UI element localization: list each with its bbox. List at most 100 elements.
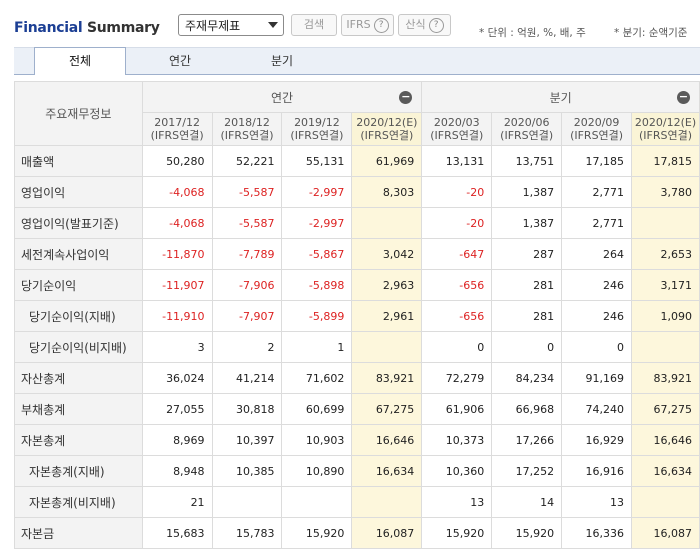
period-header: 2018/12 (IFRS연결) — [211, 112, 283, 146]
tab-all[interactable]: 전체 — [34, 47, 126, 75]
table-cell: 21 — [141, 486, 213, 518]
table-cell: -5,898 — [281, 269, 353, 301]
period-label: 2020/03 — [433, 116, 480, 129]
statement-type-select[interactable]: 주재무제표 — [178, 14, 284, 36]
table-cell: 2,771 — [561, 176, 633, 208]
tab-quarter[interactable]: 분기 — [270, 54, 294, 68]
table-cell: -4,068 — [141, 176, 213, 208]
period-basis: (IFRS연결) — [360, 129, 414, 142]
table-cell — [351, 207, 423, 239]
table-cell: 281 — [491, 269, 563, 301]
table-cell — [631, 207, 700, 239]
table-cell: 0 — [491, 331, 563, 363]
row-label: 자본총계(지배) — [14, 455, 143, 487]
quarter-group-header: 분기 − — [421, 81, 700, 113]
table-cell: 36,024 — [141, 362, 213, 394]
table-cell: 13 — [421, 486, 493, 518]
table-cell: 10,890 — [281, 455, 353, 487]
table-row: 부채총계 27,055 30,818 60,699 67,275 61,906 66,968… — [14, 393, 700, 425]
table-cell: 281 — [491, 300, 563, 332]
table-row: 자본총계(지배) 8,948 10,385 10,890 16,634 10,360 17,… — [14, 455, 700, 487]
period-header: 2020/06 (IFRS연결) — [491, 112, 563, 146]
table-cell: 2,961 — [351, 300, 423, 332]
period-header: 2019/12 (IFRS연결) — [281, 112, 353, 146]
table-cell: 16,087 — [351, 517, 423, 549]
table-cell: 1,090 — [631, 300, 700, 332]
period-header: 2017/12 (IFRS연결) — [141, 112, 213, 146]
period-header: 2020/09 (IFRS연결) — [561, 112, 633, 146]
table-cell: -5,587 — [211, 207, 283, 239]
period-label: 2017/12 — [154, 116, 200, 129]
ifrs-help-button[interactable]: IFRS? — [341, 14, 394, 36]
table-cell: 15,920 — [421, 517, 493, 549]
table-cell — [631, 331, 700, 363]
table-cell: 287 — [491, 238, 563, 270]
section-title: Financial Summary — [14, 20, 160, 36]
table-cell: 10,385 — [211, 455, 283, 487]
period-header: 2020/03 (IFRS연결) — [421, 112, 493, 146]
collapse-icon[interactable]: − — [677, 90, 690, 104]
table-row: 자본총계 8,969 10,397 10,903 16,646 10,373 17,266 1… — [14, 424, 700, 456]
table-cell: 74,240 — [561, 393, 633, 425]
table-cell: -20 — [421, 207, 493, 239]
table-cell: 30,818 — [211, 393, 283, 425]
table-cell — [211, 486, 283, 518]
table-row: 세전계속사업이익 -11,870 -7,789 -5,867 3,042 -647 287 2… — [14, 238, 700, 270]
search-button[interactable]: 검색 — [291, 14, 337, 36]
table-cell: 17,252 — [491, 455, 563, 487]
row-label: 영업이익(발표기준) — [14, 207, 143, 239]
title-rest: Summary — [86, 20, 160, 36]
table-cell: 67,275 — [631, 393, 700, 425]
collapse-icon[interactable]: − — [399, 90, 413, 104]
table-cell: 52,221 — [211, 145, 283, 177]
formula-help-button[interactable]: 산식? — [398, 14, 451, 36]
table-cell: -11,910 — [141, 300, 213, 332]
row-label: 영업이익 — [14, 176, 143, 208]
row-label: 부채총계 — [14, 393, 143, 425]
period-label: 2020/06 — [503, 116, 550, 129]
table-cell: 15,683 — [141, 517, 213, 549]
table-cell: 91,169 — [561, 362, 633, 394]
table-cell: 3,042 — [351, 238, 423, 270]
table-cell: 10,903 — [281, 424, 353, 456]
financial-summary-table: 주요재무정보 연간 − 분기 − 2017/12 (IFRS연결) 2018/12 (I… — [14, 81, 700, 549]
table-row: 영업이익 -4,068 -5,587 -2,997 8,303 -20 1,387 2,771… — [14, 176, 700, 208]
title-brand: Financial — [14, 20, 83, 36]
table-cell — [631, 486, 700, 518]
annual-group-label: 연간 — [270, 90, 294, 105]
table-cell: 50,280 — [141, 145, 213, 177]
tab-annual[interactable]: 연간 — [168, 54, 192, 68]
table-cell: 246 — [561, 269, 633, 301]
table-cell: 246 — [561, 300, 633, 332]
period-label: 2018/12 — [224, 116, 270, 129]
table-cell: 2,963 — [351, 269, 423, 301]
period-label: 2019/12 — [294, 116, 340, 129]
summary-header: Financial Summary 주재무제표 검색 IFRS? 산식? * 단… — [0, 0, 700, 44]
table-cell: 61,906 — [421, 393, 493, 425]
table-cell: 264 — [561, 238, 633, 270]
table-cell: 1 — [281, 331, 353, 363]
period-basis: (IFRS연결) — [150, 129, 204, 142]
table-cell: 16,634 — [351, 455, 423, 487]
table-cell: 16,916 — [561, 455, 633, 487]
table-cell — [351, 331, 423, 363]
table-cell: 8,303 — [351, 176, 423, 208]
row-label: 자본총계(비지배) — [14, 486, 143, 518]
ifrs-label: IFRS — [346, 18, 371, 31]
period-basis: (IFRS연결) — [639, 129, 693, 142]
table-cell: 2,771 — [561, 207, 633, 239]
table-cell: 13,131 — [421, 145, 493, 177]
table-cell: -656 — [421, 269, 493, 301]
table-cell: -2,997 — [281, 176, 353, 208]
table-cell: -2,997 — [281, 207, 353, 239]
row-label: 자산총계 — [14, 362, 143, 394]
table-cell: 13 — [561, 486, 633, 518]
table-cell: 17,266 — [491, 424, 563, 456]
row-label: 매출액 — [14, 145, 143, 177]
table-cell: -11,907 — [141, 269, 213, 301]
table-cell: 1,387 — [491, 207, 563, 239]
table-row: 매출액 50,280 52,221 55,131 61,969 13,131 13,751 1… — [14, 145, 700, 177]
chevron-down-icon — [268, 22, 278, 28]
table-cell: -7,907 — [211, 300, 283, 332]
period-basis: (IFRS연결) — [430, 129, 484, 142]
